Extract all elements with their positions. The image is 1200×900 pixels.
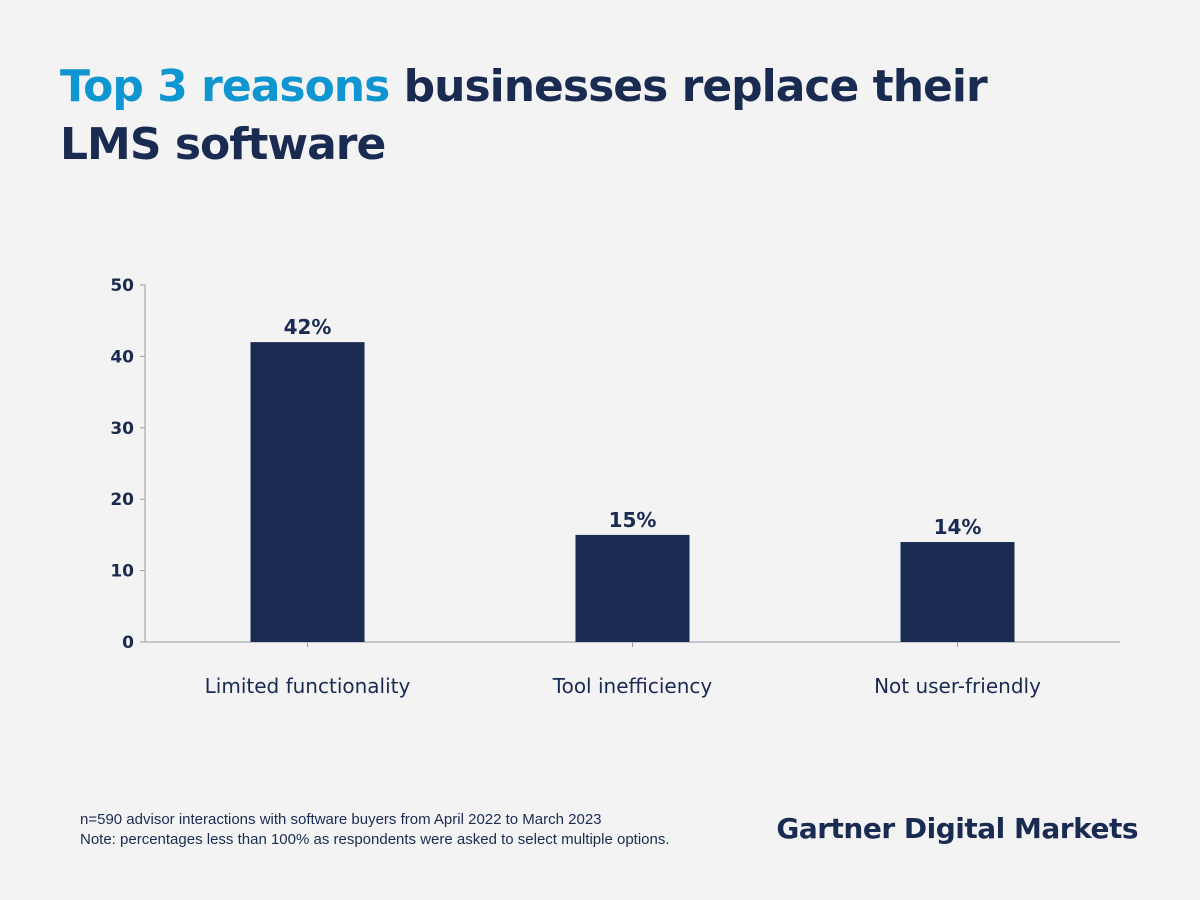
y-tick-label: 40 — [110, 347, 134, 367]
chart-title: Top 3 reasons businesses replace their L… — [60, 58, 1060, 174]
x-tick-label: Tool inefficiency — [552, 674, 713, 698]
data-label: 42% — [284, 315, 332, 339]
bar — [250, 342, 365, 642]
y-tick-label: 10 — [110, 562, 134, 582]
brand-logo-text: Gartner Digital Markets — [776, 812, 1138, 845]
x-tick-label: Limited functionality — [205, 674, 411, 698]
footnote-note: Note: percentages less than 100% as resp… — [80, 831, 670, 848]
footnote-sample-size: n=590 advisor interactions with software… — [80, 811, 602, 828]
y-tick-label: 30 — [110, 419, 134, 439]
bar — [900, 542, 1015, 642]
y-tick-label: 20 — [110, 490, 134, 510]
title-accent: Top 3 reasons — [60, 61, 390, 112]
title-rest: businesses replace their LMS software — [60, 61, 988, 170]
footnote: n=590 advisor interactions with software… — [80, 810, 670, 850]
x-tick-label: Not user-friendly — [874, 674, 1041, 698]
bar — [575, 534, 690, 642]
bar-chart: 0 10 20 30 40 50 42% Limited functionality 15% To… — [110, 276, 1120, 698]
data-label: 14% — [934, 515, 982, 539]
y-tick-label: 50 — [110, 276, 134, 296]
data-label: 15% — [609, 508, 657, 532]
y-tick-label: 0 — [122, 633, 134, 653]
